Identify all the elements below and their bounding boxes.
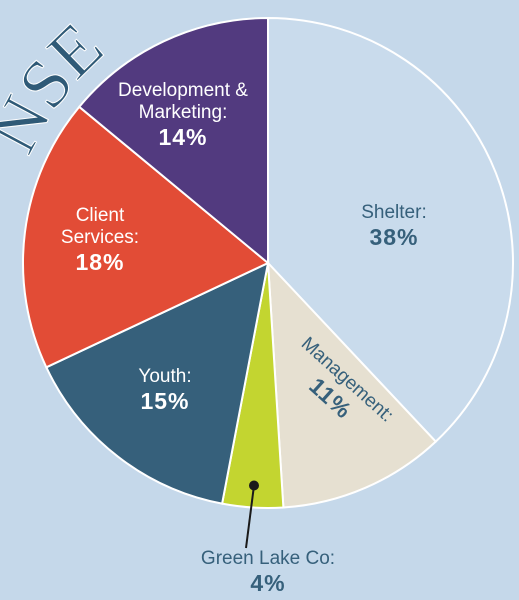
pie-slice bbox=[266, 260, 438, 509]
category-label: Youth: bbox=[138, 365, 192, 387]
leader-line bbox=[245, 485, 255, 549]
slice-label: Development & Marketing: 14% bbox=[103, 80, 263, 150]
category-label: Client Services: bbox=[60, 204, 140, 248]
pie-slice bbox=[22, 105, 270, 369]
slice-label: Youth: 15% bbox=[115, 366, 215, 414]
pie-slice bbox=[77, 16, 269, 266]
category-label: Shelter: bbox=[361, 201, 427, 223]
slice-label: Green Lake Co: 4% bbox=[168, 548, 368, 596]
category-label: Green Lake Co: bbox=[200, 547, 336, 569]
slice-label: Shelter: 38% bbox=[334, 202, 454, 250]
pie-slice bbox=[267, 16, 514, 444]
value-label: 4% bbox=[250, 569, 286, 596]
value-label: 15% bbox=[140, 387, 190, 414]
slice-label: Client Services: 18% bbox=[45, 205, 155, 275]
leader-dot bbox=[249, 480, 260, 491]
value-label: 38% bbox=[369, 223, 419, 250]
value-label: 18% bbox=[75, 248, 125, 275]
value-label: 14% bbox=[158, 123, 208, 150]
category-label: Development & Marketing: bbox=[118, 79, 248, 123]
pie-slice bbox=[44, 261, 270, 505]
